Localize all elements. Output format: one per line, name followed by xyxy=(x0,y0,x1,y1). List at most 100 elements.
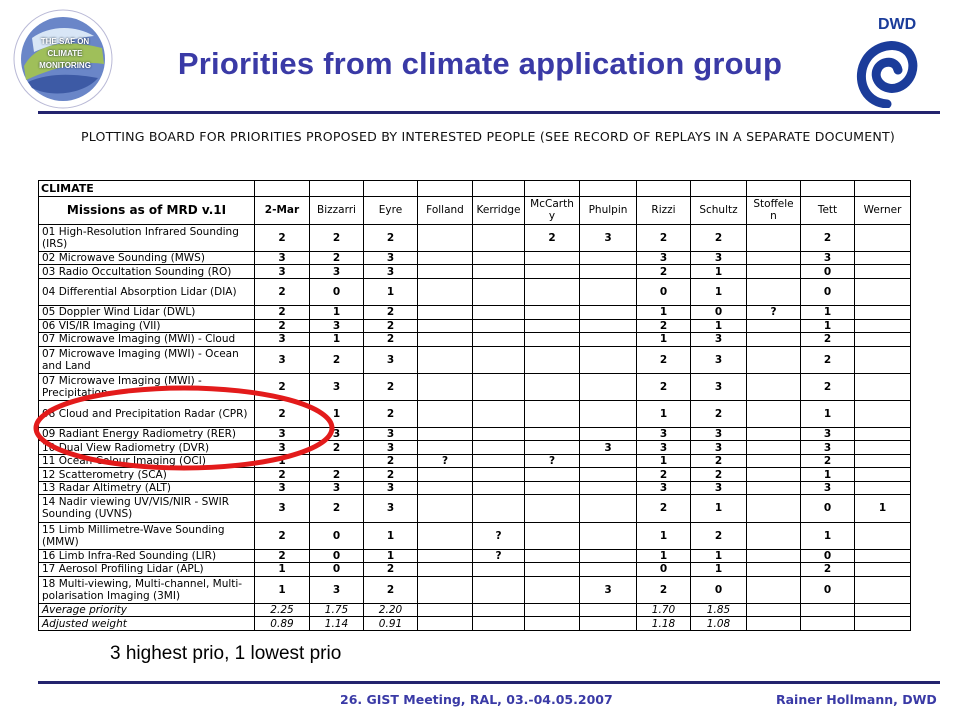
priority-cell: 3 xyxy=(363,440,418,455)
summary-label-cell: Adjusted weight xyxy=(38,616,255,631)
footer-divider xyxy=(38,681,940,684)
priority-cell: 1 xyxy=(636,521,691,550)
priority-cell: 1 xyxy=(800,318,855,334)
priority-cell xyxy=(417,562,473,577)
priority-cell: 2 xyxy=(636,494,691,523)
priority-cell: 3 xyxy=(579,575,637,604)
table-summary-row: Adjusted weight 0.89 1.14 0.91 1.18 1.08 xyxy=(38,616,911,631)
summary-value-cell xyxy=(800,616,855,631)
priority-cell: 1 xyxy=(254,562,310,577)
priority-cell: 1 xyxy=(690,277,747,306)
priority-cell: 3 xyxy=(636,480,691,496)
priority-cell: 2 xyxy=(800,345,855,374)
priority-cell: 1 xyxy=(254,453,310,469)
priority-cell: 2 xyxy=(636,345,691,374)
dwd-logo: DWD xyxy=(852,16,922,109)
column-header: Eyre xyxy=(363,195,418,225)
priority-cell xyxy=(579,277,637,306)
priority-table: CLIMATE Missions as of MRD v.1I 2-Mar Bizza… xyxy=(38,180,911,631)
priority-cell xyxy=(746,480,801,496)
table-row: 01 High-Resolution Infrared Sounding (IR… xyxy=(38,223,911,252)
priority-cell xyxy=(854,562,911,577)
table-row: 12 Scatterometry (SCA) 2 2 2 2 2 1 xyxy=(38,467,911,482)
priority-cell xyxy=(524,264,580,279)
table-section-row: CLIMATE xyxy=(38,180,911,197)
priority-cell xyxy=(472,467,525,482)
table-row: 06 VIS/IR Imaging (VII) 2 3 2 2 1 1 xyxy=(38,318,911,334)
priority-cell: 0 xyxy=(636,277,691,306)
priority-cell xyxy=(579,467,637,482)
mission-name-cell: 05 Doppler Wind Lidar (DWL) xyxy=(38,304,255,320)
priority-cell xyxy=(472,399,525,428)
column-header: Phulpin xyxy=(579,195,637,225)
priority-cell: 3 xyxy=(690,250,747,266)
priority-cell xyxy=(746,264,801,279)
priority-cell xyxy=(417,575,473,604)
priority-cell: 2 xyxy=(800,332,855,347)
priority-cell: 3 xyxy=(254,345,310,374)
priority-cell: 1 xyxy=(309,332,364,347)
priority-cell: 3 xyxy=(254,480,310,496)
priority-cell: 3 xyxy=(363,480,418,496)
priority-cell: 3 xyxy=(690,440,747,455)
section-empty-cell xyxy=(746,180,801,197)
priority-cell: 0 xyxy=(800,575,855,604)
priority-cell xyxy=(472,345,525,374)
priority-cell: 3 xyxy=(800,250,855,266)
priority-cell xyxy=(524,575,580,604)
priority-cell: 2 xyxy=(309,223,364,252)
priority-cell xyxy=(417,277,473,306)
priority-cell: 1 xyxy=(690,562,747,577)
section-empty-cell xyxy=(472,180,525,197)
mission-name-cell: 09 Radiant Energy Radiometry (RER) xyxy=(38,426,255,442)
priority-cell: 2 xyxy=(309,345,364,374)
priority-cell xyxy=(417,440,473,455)
priority-cell xyxy=(854,372,911,401)
priority-cell: ? xyxy=(472,521,525,550)
table-row: 07 Microwave Imaging (MWI) - Cloud 3 1 2 1 3 2 xyxy=(38,332,911,347)
priority-cell xyxy=(746,426,801,442)
priority-cell: 3 xyxy=(800,426,855,442)
priority-cell: 2 xyxy=(363,467,418,482)
priority-cell xyxy=(746,277,801,306)
priority-cell xyxy=(746,332,801,347)
priority-cell: 1 xyxy=(636,453,691,469)
column-header: Folland xyxy=(417,195,473,225)
section-label: CLIMATE xyxy=(38,180,255,197)
table-row: 11 Ocean Colour Imaging (OCI) 1 2?? 1 2 2 xyxy=(38,453,911,469)
summary-value-cell xyxy=(854,616,911,631)
priority-cell xyxy=(854,548,911,564)
priority-cell: 2 xyxy=(690,223,747,252)
priority-cell: 2 xyxy=(636,318,691,334)
section-empty-cell xyxy=(524,180,580,197)
priority-cell xyxy=(417,332,473,347)
priority-cell xyxy=(472,453,525,469)
priority-cell: 2 xyxy=(636,372,691,401)
summary-value-cell xyxy=(854,602,911,618)
priority-cell: 2 xyxy=(636,575,691,604)
priority-cell: 2 xyxy=(363,453,418,469)
priority-cell xyxy=(417,372,473,401)
mission-name-cell: 17 Aerosol Profiling Lidar (APL) xyxy=(38,562,255,577)
column-header: Kerridge xyxy=(472,195,525,225)
summary-value-cell xyxy=(579,616,637,631)
priority-cell xyxy=(746,575,801,604)
priority-cell: 2 xyxy=(690,453,747,469)
priority-cell: 0 xyxy=(309,277,364,306)
priority-cell xyxy=(524,494,580,523)
priority-cell xyxy=(746,548,801,564)
priority-cell: ? xyxy=(746,304,801,320)
section-empty-cell xyxy=(309,180,364,197)
priority-cell: 1 xyxy=(800,467,855,482)
table-row: 04 Differential Absorption Lidar (DIA) 2 0… xyxy=(38,277,911,306)
priority-cell: 0 xyxy=(309,521,364,550)
section-empty-cell xyxy=(254,180,310,197)
priority-cell: 3 xyxy=(254,332,310,347)
priority-cell: 2 xyxy=(363,318,418,334)
priority-cell: 3 xyxy=(800,440,855,455)
priority-cell xyxy=(854,521,911,550)
summary-value-cell: 2.25 xyxy=(254,602,310,618)
priority-cell: 2 xyxy=(254,318,310,334)
cm-saf-logo: THE SAF ON CLIMATE MONITORING xyxy=(12,8,114,110)
priority-cell: 3 xyxy=(579,223,637,252)
